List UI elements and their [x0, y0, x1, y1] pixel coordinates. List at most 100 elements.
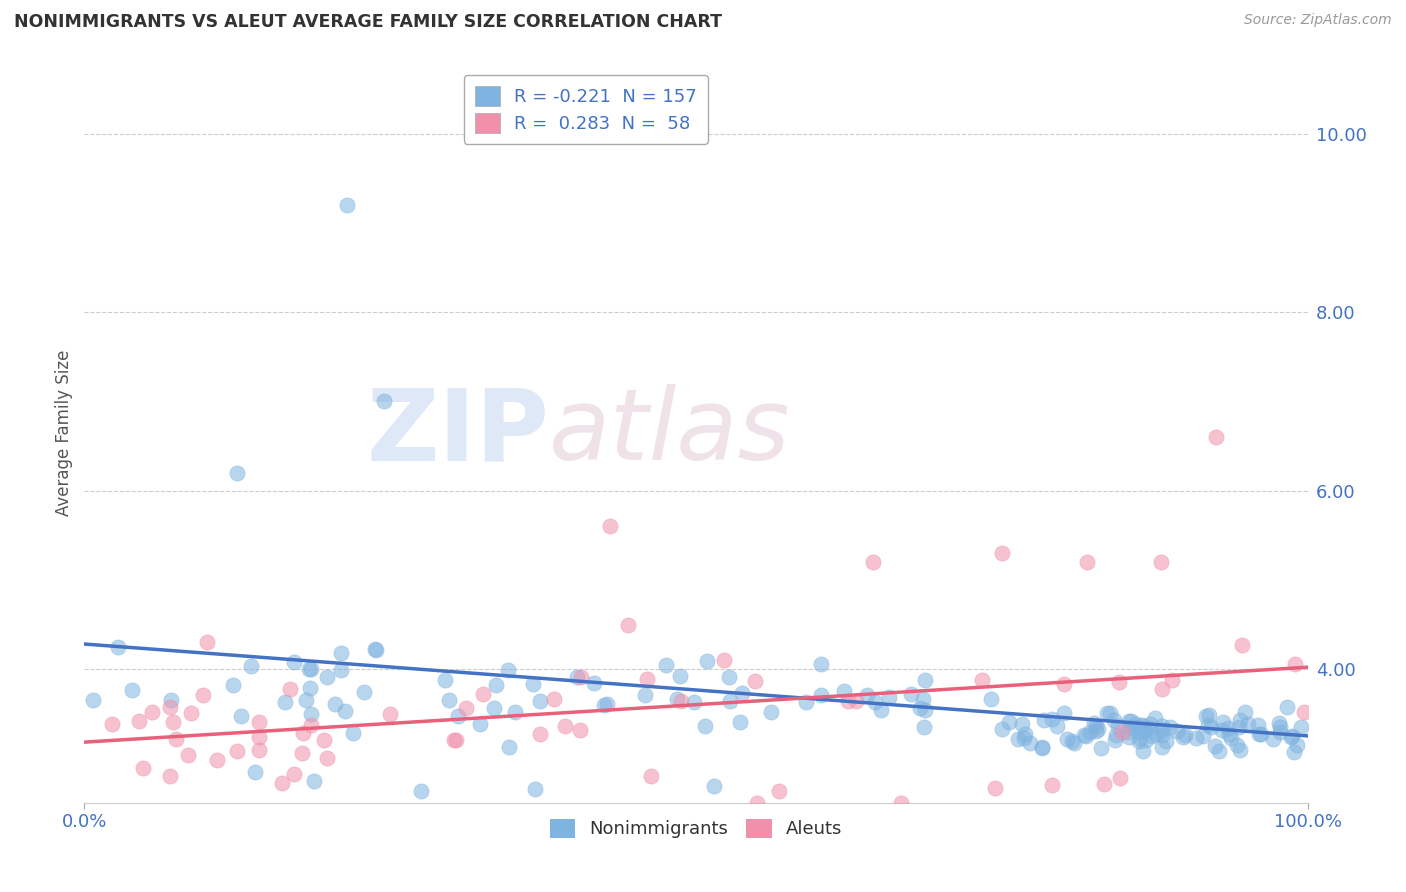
Point: [832, 684, 855, 698]
Point: [759, 705, 782, 719]
Point: [503, 705, 526, 719]
Point: [856, 688, 879, 702]
Point: [437, 693, 460, 707]
Point: [1109, 771, 1132, 785]
Point: [1156, 734, 1178, 748]
Point: [1152, 681, 1174, 696]
Point: [299, 717, 322, 731]
Point: [159, 700, 181, 714]
Point: [1204, 739, 1226, 753]
Point: [177, 748, 200, 763]
Point: [107, 640, 129, 655]
Point: [482, 700, 505, 714]
Point: [1229, 743, 1251, 757]
Point: [1073, 728, 1095, 742]
Point: [845, 694, 868, 708]
Point: [1119, 714, 1142, 728]
Point: [1159, 721, 1181, 735]
Point: [747, 796, 769, 810]
Point: [1212, 714, 1234, 729]
Point: [810, 688, 832, 702]
Point: [373, 394, 395, 409]
Point: [879, 690, 901, 704]
Point: [1152, 723, 1174, 738]
Text: Source: ZipAtlas.com: Source: ZipAtlas.com: [1244, 13, 1392, 28]
Point: [1140, 729, 1163, 743]
Point: [1220, 731, 1243, 745]
Point: [730, 715, 752, 730]
Point: [1031, 740, 1053, 755]
Text: ZIP: ZIP: [367, 384, 550, 481]
Point: [583, 676, 606, 690]
Point: [837, 694, 859, 708]
Point: [1250, 727, 1272, 741]
Point: [1102, 713, 1125, 727]
Point: [1076, 729, 1098, 743]
Point: [1062, 733, 1084, 747]
Point: [1268, 716, 1291, 731]
Point: [718, 671, 741, 685]
Point: [378, 706, 401, 721]
Point: [498, 739, 520, 754]
Point: [683, 695, 706, 709]
Point: [794, 695, 817, 709]
Point: [972, 673, 994, 687]
Point: [1104, 727, 1126, 741]
Point: [1098, 706, 1121, 720]
Point: [1108, 675, 1130, 690]
Point: [529, 694, 551, 708]
Point: [1083, 716, 1105, 731]
Point: [141, 705, 163, 719]
Point: [565, 669, 588, 683]
Point: [329, 646, 352, 660]
Point: [1261, 731, 1284, 746]
Point: [1279, 730, 1302, 744]
Point: [247, 714, 270, 729]
Point: [1191, 729, 1213, 743]
Point: [1292, 705, 1315, 719]
Point: [1128, 734, 1150, 748]
Point: [353, 684, 375, 698]
Point: [571, 670, 593, 684]
Point: [1234, 705, 1257, 719]
Point: [274, 695, 297, 709]
Point: [1166, 724, 1188, 739]
Point: [1040, 712, 1063, 726]
Point: [443, 732, 465, 747]
Point: [1143, 710, 1166, 724]
Point: [1171, 730, 1194, 744]
Point: [870, 703, 893, 717]
Point: [984, 780, 1007, 795]
Point: [240, 658, 263, 673]
Point: [295, 693, 318, 707]
Point: [669, 694, 692, 708]
Point: [329, 663, 352, 677]
Point: [409, 784, 432, 798]
Point: [1031, 739, 1053, 754]
Point: [713, 653, 735, 667]
Point: [159, 769, 181, 783]
Point: [1229, 713, 1251, 727]
Point: [299, 706, 322, 721]
Point: [1046, 719, 1069, 733]
Point: [718, 694, 741, 708]
Point: [342, 726, 364, 740]
Y-axis label: Average Family Size: Average Family Size: [55, 350, 73, 516]
Point: [980, 691, 1002, 706]
Point: [278, 682, 301, 697]
Point: [1184, 731, 1206, 745]
Point: [1150, 728, 1173, 742]
Point: [1289, 720, 1312, 734]
Point: [1076, 555, 1098, 569]
Point: [1135, 733, 1157, 747]
Point: [695, 719, 717, 733]
Point: [1198, 708, 1220, 723]
Point: [283, 766, 305, 780]
Text: atlas: atlas: [550, 384, 790, 481]
Point: [991, 722, 1014, 736]
Point: [569, 723, 592, 737]
Point: [1040, 778, 1063, 792]
Point: [1160, 673, 1182, 688]
Point: [1247, 718, 1270, 732]
Point: [191, 688, 214, 702]
